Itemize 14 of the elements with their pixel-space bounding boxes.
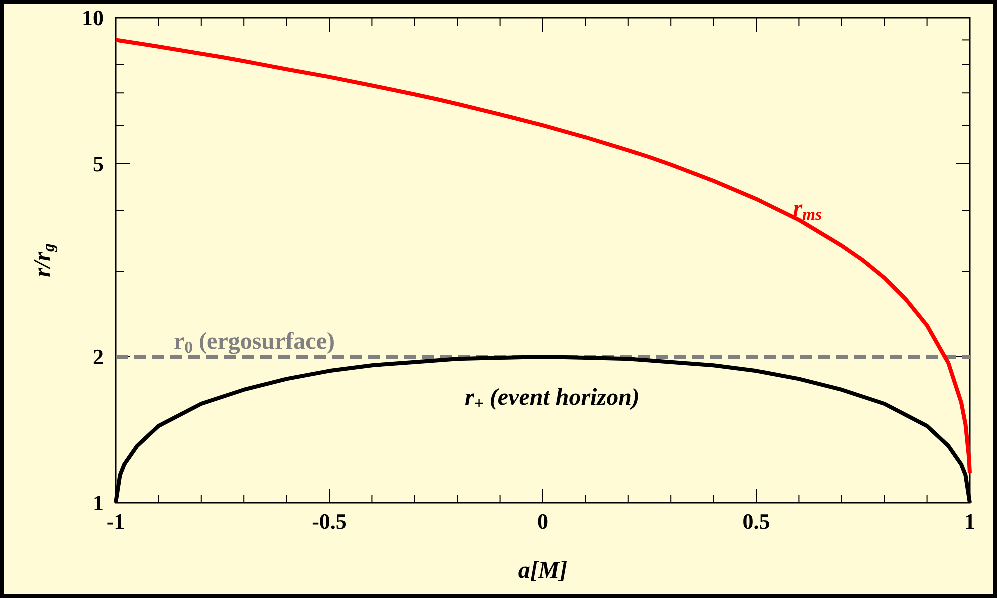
line-series (114, 38, 972, 476)
y-tick-label: 2 (93, 344, 104, 370)
y-tick-label: 10 (82, 6, 104, 31)
series-label: r$_{ms}$ (793, 196, 823, 224)
series-label: r$_{+}$ (event horizon) (465, 385, 640, 414)
ref-line-label: r$_{0}$ (ergosurface) (174, 329, 335, 358)
x-tick-label: -1 (106, 509, 126, 534)
x-axis-title: a[M] (518, 558, 568, 584)
x-tick-label: 1 (964, 509, 976, 534)
y-tick-label: 5 (93, 152, 104, 177)
x-tick-label: -0.5 (312, 509, 347, 534)
x-tick-label: 0.5 (742, 509, 770, 534)
x-tick-label: 0 (538, 509, 548, 534)
y-tick-label: 1 (93, 490, 104, 516)
